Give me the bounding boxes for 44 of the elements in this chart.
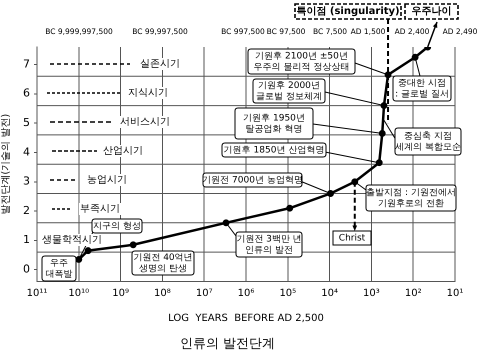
y-tick-label: 5 <box>23 116 30 130</box>
annotation: 우주 대폭발 <box>46 258 72 280</box>
annotation: 지식시기 <box>128 88 168 99</box>
annotation: 기원후 2100년 ±50년 우주의 물리적 정상상태 <box>254 51 350 72</box>
annotation: 산업시기 <box>103 146 143 157</box>
x-tick-label: 10⁹ <box>112 288 129 299</box>
annotation: 농업시기 <box>87 174 127 186</box>
y-tick-label: 4 <box>23 145 30 158</box>
x-tick-label: 10⁴ <box>321 288 338 299</box>
annotation: 중대한 시점 : 글로벌 질서 <box>395 78 449 100</box>
y-tick-label: 2 <box>23 204 30 217</box>
annotation: 부족시기 <box>80 204 120 215</box>
y-tick-label: 0 <box>23 262 30 276</box>
annotation: 기원후 1850년 산업혁명 <box>224 145 324 156</box>
annotation: 특이점 (singularity) <box>296 6 400 18</box>
annotation: 기원후 1950년 탈공업화 혁명 <box>243 113 305 134</box>
x-tick-label: 10¹¹ <box>26 288 48 299</box>
annotation: 출발지점 : 기원전에서 기원후로의 전환 <box>366 188 456 209</box>
x-tick-label: 10² <box>404 288 422 299</box>
y-tick-label: 1 <box>23 233 30 246</box>
x-tick-label: 10⁷ <box>196 288 213 299</box>
annotation: 기원전 7000년 농업혁명 <box>202 175 303 186</box>
y-tick-label: 3 <box>23 174 30 188</box>
x-tick-label: 10⁵ <box>279 288 296 299</box>
annotation: 서비스시기 <box>120 116 170 128</box>
annotation: 기원전 3백만 년 인류의 발전 <box>236 234 302 256</box>
x-tick-label: 10⁶ <box>238 288 254 299</box>
annotation: 기원후 2000년 글로벌 정보체계 <box>256 80 322 102</box>
annotation: 생물학적시기 <box>42 234 102 246</box>
x-tick-label: 10³ <box>363 288 380 299</box>
y-axis-title: 발전단계(기술의 발전) <box>0 114 12 215</box>
x-axis-title: LOG YEARS BEFORE AD 2,500 <box>168 312 324 324</box>
annotation: Christ <box>338 233 366 244</box>
annotation: 중심축 지점 세계의 복합모순 <box>395 131 461 152</box>
x-tick-label: 10¹⁰ <box>68 288 90 299</box>
text: 인류의 발전단계 <box>180 336 276 352</box>
annotation: 실존시기 <box>140 58 180 70</box>
annotation: 기원전 40억년 생명의 탄생 <box>133 252 193 274</box>
y-tick-label: 6 <box>23 86 30 100</box>
x-tick-label: 10¹ <box>446 288 464 299</box>
x-tick-label: 10⁸ <box>154 288 171 299</box>
annotation: 우주나이 <box>412 6 452 18</box>
y-tick-label: 7 <box>23 57 30 70</box>
annotation: 지구의 형성 <box>93 221 141 232</box>
